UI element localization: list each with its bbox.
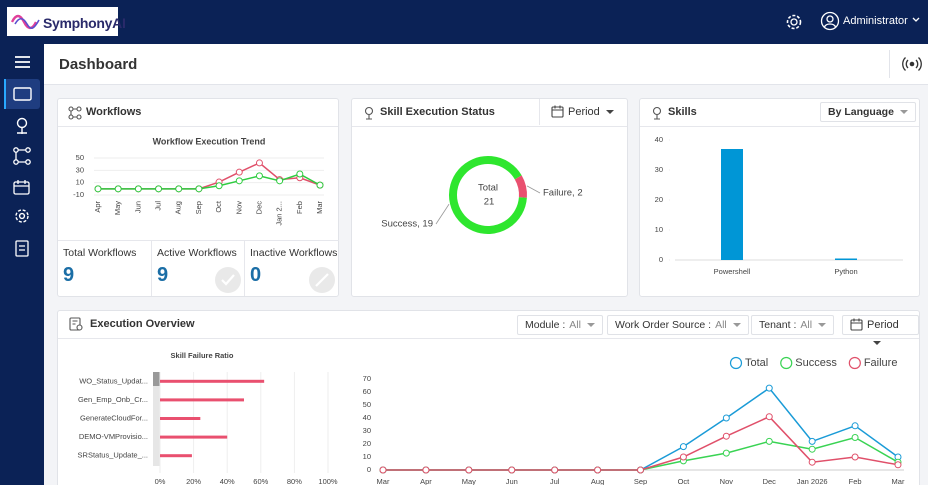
nav-reports[interactable]: [15, 240, 29, 257]
page-title: Dashboard: [59, 56, 138, 73]
check-icon: [215, 267, 241, 293]
filter-label: Tenant :: [759, 319, 797, 331]
top-bar: SymphonyAI Administrator: [0, 0, 928, 44]
stat-value: 0: [250, 264, 262, 286]
skill-icon: [652, 106, 662, 120]
panel-title: Skill Execution Status: [380, 106, 495, 118]
live-icon[interactable]: [902, 56, 922, 72]
active-nav-item[interactable]: [4, 79, 40, 109]
skill-execution-panel: Skill Execution Status Period: [351, 98, 628, 297]
chevron: [912, 17, 920, 22]
period-label: Period: [867, 319, 899, 331]
nav-schedule[interactable]: [13, 180, 30, 195]
period-dropdown[interactable]: Period: [539, 99, 627, 125]
stat-label: Total Workflows: [63, 247, 137, 259]
user-icon[interactable]: [820, 11, 840, 31]
workflows-panel: Workflows Total Workflows 9 Active Workfl…: [57, 98, 339, 297]
stat-label: Active Workflows: [157, 247, 237, 259]
logo[interactable]: SymphonyAI: [7, 7, 126, 36]
stat-active: Active Workflows 9: [151, 240, 245, 296]
filter-value: All: [715, 319, 727, 331]
panel-title: Workflows: [86, 106, 142, 118]
period-dropdown[interactable]: Period: [842, 315, 919, 335]
sidebar-icons: [4, 56, 40, 257]
menu-toggle[interactable]: [15, 56, 30, 68]
stat-inactive: Inactive Workflows 0: [244, 240, 339, 296]
brand-name: SymphonyAI: [43, 15, 126, 31]
filter-value: All: [569, 319, 581, 331]
settings-icon[interactable]: [784, 12, 804, 32]
period-label: Period: [568, 106, 600, 118]
stat-total: Total Workflows 9: [58, 240, 152, 296]
module-filter[interactable]: Module : All: [517, 315, 603, 335]
skill-icon: [364, 106, 374, 120]
filter-label: Work Order Source :: [615, 319, 712, 331]
separator: [889, 50, 890, 78]
panel-header: Skills By Language: [640, 99, 919, 127]
calendar-icon: [551, 105, 564, 118]
blocked-icon: [309, 267, 335, 293]
execution-overview-panel: Execution Overview Module : All Work Orde…: [57, 310, 920, 485]
calendar-icon: [850, 318, 863, 331]
panel-header: Workflows: [58, 99, 338, 127]
workflow-icon: [68, 106, 82, 120]
skills-panel: Skills By Language: [639, 98, 920, 297]
nav-workflows[interactable]: [13, 147, 31, 165]
panel-title: Execution Overview: [90, 318, 195, 330]
active-indicator: [4, 79, 6, 109]
panel-header: Execution Overview Module : All Work Orde…: [58, 311, 919, 339]
tenant-filter[interactable]: Tenant : All: [751, 315, 835, 335]
nav-skills[interactable]: [16, 117, 28, 135]
panel-title: Skills: [668, 106, 697, 118]
filter-label: Module :: [525, 319, 566, 331]
stat-value: 9: [157, 264, 169, 286]
group-by-dropdown[interactable]: By Language: [820, 102, 916, 122]
user-name: Administrator: [843, 15, 908, 27]
title-bar: Dashboard: [44, 44, 928, 85]
overview-icon: [69, 317, 83, 331]
sidebar: [0, 44, 44, 485]
panel-header: Skill Execution Status Period: [352, 99, 627, 127]
logo-mark: [11, 14, 40, 30]
group-by-label: By Language: [828, 106, 894, 118]
filter-value: All: [800, 319, 813, 331]
source-filter[interactable]: Work Order Source : All: [607, 315, 749, 335]
stat-label: Inactive Workflows: [250, 247, 338, 259]
stat-value: 9: [63, 264, 75, 286]
nav-dashboard: [13, 87, 32, 101]
nav-settings[interactable]: [15, 209, 29, 223]
user-menu[interactable]: Administrator: [843, 15, 921, 27]
